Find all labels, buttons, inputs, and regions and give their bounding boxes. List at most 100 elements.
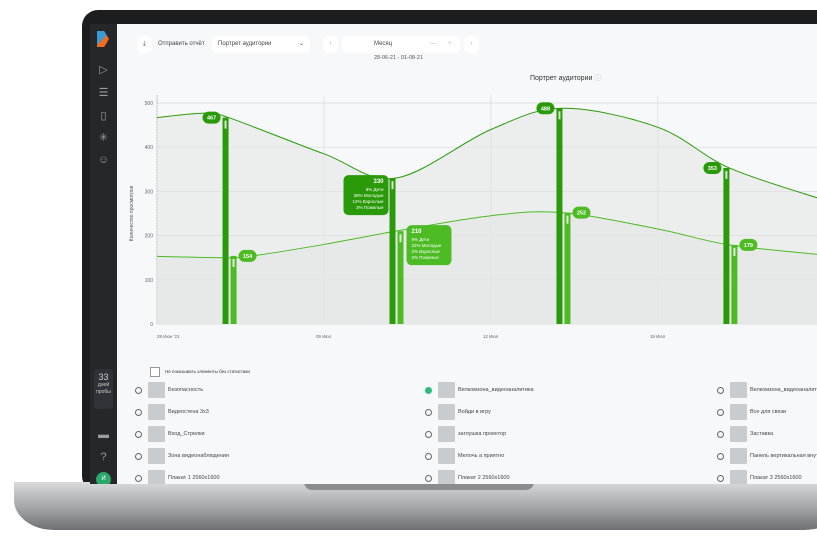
radio-button[interactable] (717, 474, 724, 482)
person-icon (391, 181, 394, 190)
list-item-label: Заставка (750, 431, 774, 437)
report-select[interactable]: Портрет аудитории ⌄ (212, 36, 310, 53)
radio-button[interactable] (717, 430, 724, 438)
download-icon[interactable]: ⤓ (137, 36, 152, 53)
report-select-value: Портрет аудитории (218, 41, 272, 47)
y-tick-label: 300 (145, 189, 154, 195)
folder-icon (730, 448, 747, 464)
folder-icon (148, 382, 165, 398)
app-screen: ▷ ☰ ▯ ✳ ☺ 33 дней пробы ▬ ? И ⤓ Отправить … (90, 24, 817, 484)
list-item[interactable]: Все для связи (717, 402, 786, 422)
list-item-label: Зона видеонаблюдения (168, 453, 229, 459)
data-label-pill (202, 111, 221, 124)
list-item-label: Войди в игру (458, 409, 491, 415)
folder-icon (148, 448, 165, 464)
list-item-label: заглушка проектор (458, 431, 507, 437)
folder-icon (438, 426, 455, 442)
person-icon (725, 170, 728, 179)
person-icon (558, 111, 561, 120)
tooltip-line: 2% Пожилые (412, 255, 440, 260)
trial-label: дней (97, 382, 110, 388)
list-item[interactable]: Видеостена 3х3 (135, 402, 209, 422)
tooltip-line: 12% Взрослые (353, 199, 384, 204)
radio-button[interactable] (425, 386, 432, 394)
radio-button[interactable] (135, 386, 142, 394)
list-item[interactable]: Велкомзона_видеоаналитика (717, 380, 817, 400)
loader-icon[interactable]: ✳ (98, 132, 109, 144)
radio-button[interactable] (135, 452, 142, 460)
filter-icon[interactable]: ☰ (98, 87, 109, 99)
prev-button[interactable]: ‹ (323, 36, 338, 53)
list-item[interactable]: Войди в игру (425, 402, 491, 422)
y-axis-label: Количество просмотров (129, 185, 135, 241)
minus-button[interactable]: — (430, 41, 436, 47)
person-icon (566, 215, 569, 224)
play-icon[interactable]: ▷ (99, 64, 108, 76)
list-item[interactable]: Заставка (717, 424, 773, 444)
help-icon[interactable]: ? (100, 451, 107, 463)
folder-icon (438, 404, 455, 420)
radio-button[interactable] (425, 408, 432, 416)
list-item[interactable]: Велкомзона_видеоаналитика (425, 380, 534, 400)
radio-button[interactable] (717, 452, 724, 460)
hide-empty-checkbox[interactable] (150, 367, 160, 377)
info-icon: ⓘ (594, 75, 602, 82)
tooltip-line: 3% Пожилые (356, 205, 384, 210)
avatar[interactable]: И (96, 472, 111, 484)
list-item-label: Панель вертикальная внутр (750, 453, 817, 459)
monitor-icon[interactable]: ▬ (98, 429, 109, 441)
trial-badge[interactable]: 33 дней пробы (94, 369, 113, 409)
radio-button[interactable] (135, 474, 142, 482)
tooltip-line: 36% Молодые (354, 193, 384, 198)
radio-button[interactable] (135, 430, 142, 438)
folder-icon (438, 382, 455, 398)
data-label-pill (739, 238, 758, 251)
x-tick-label: 12 Июл (483, 334, 499, 339)
list-item[interactable]: Мелочь а приятно (425, 446, 504, 466)
folder-icon (730, 426, 747, 442)
list-item[interactable]: Панель вертикальная внутр (717, 446, 817, 466)
radio-button[interactable] (425, 452, 432, 460)
tooltip-line: 9% Дети (412, 237, 430, 242)
list-item[interactable]: Плакат 3 2560х1600 (717, 468, 802, 484)
file-icon[interactable]: ▯ (100, 110, 107, 122)
radio-button[interactable] (717, 386, 724, 394)
user-icon[interactable]: ☺ (97, 154, 110, 166)
x-tick-label: 05 Июл (316, 334, 332, 339)
radio-button[interactable] (717, 408, 724, 416)
radio-button[interactable] (135, 408, 142, 416)
tooltip-line: 2% Взрослые (412, 249, 441, 254)
data-label: 488 (541, 106, 550, 112)
radio-button[interactable] (425, 474, 432, 482)
logo[interactable] (97, 31, 109, 47)
list-item-label: Плакат 1 2560х1600 (168, 475, 220, 481)
data-label: 467 (207, 116, 216, 122)
list-item[interactable]: Плакат 2 2560х1600 (425, 468, 510, 484)
chart: 0 100 200 300 400 500 28 Июн '21 05 Июл 12 Июл 19… (129, 95, 817, 339)
data-label: 179 (744, 243, 753, 249)
folder-icon (148, 404, 165, 420)
person-icon (733, 247, 736, 256)
data-label-pill (238, 249, 257, 262)
radio-button[interactable] (425, 430, 432, 438)
tooltip (406, 225, 452, 266)
person-icon (399, 234, 402, 243)
list-item-label: Велкомзона_видеоаналитика (458, 387, 534, 393)
list-item[interactable]: Безопасность (135, 380, 203, 400)
next-button[interactable]: › (464, 36, 479, 53)
list-item[interactable]: Плакат 1 2560х1600 (135, 468, 220, 484)
plus-button[interactable]: + (448, 41, 452, 47)
trial-label: пробы (96, 389, 111, 395)
bar (230, 255, 237, 324)
list-item-label: Все для связи (750, 409, 787, 415)
tooltip-line: 22% Молодые (412, 243, 442, 248)
folder-icon (730, 382, 747, 398)
list-item[interactable]: Вход_Стрелки (135, 424, 205, 444)
list-item[interactable]: заглушка проектор (425, 424, 506, 444)
bar (564, 212, 571, 324)
send-report-button[interactable]: Отправить отчёт (158, 41, 205, 47)
folder-icon (148, 426, 165, 442)
data-label-pill (703, 161, 722, 174)
y-tick-label: 100 (145, 278, 154, 284)
list-item[interactable]: Зона видеонаблюдения (135, 446, 229, 466)
